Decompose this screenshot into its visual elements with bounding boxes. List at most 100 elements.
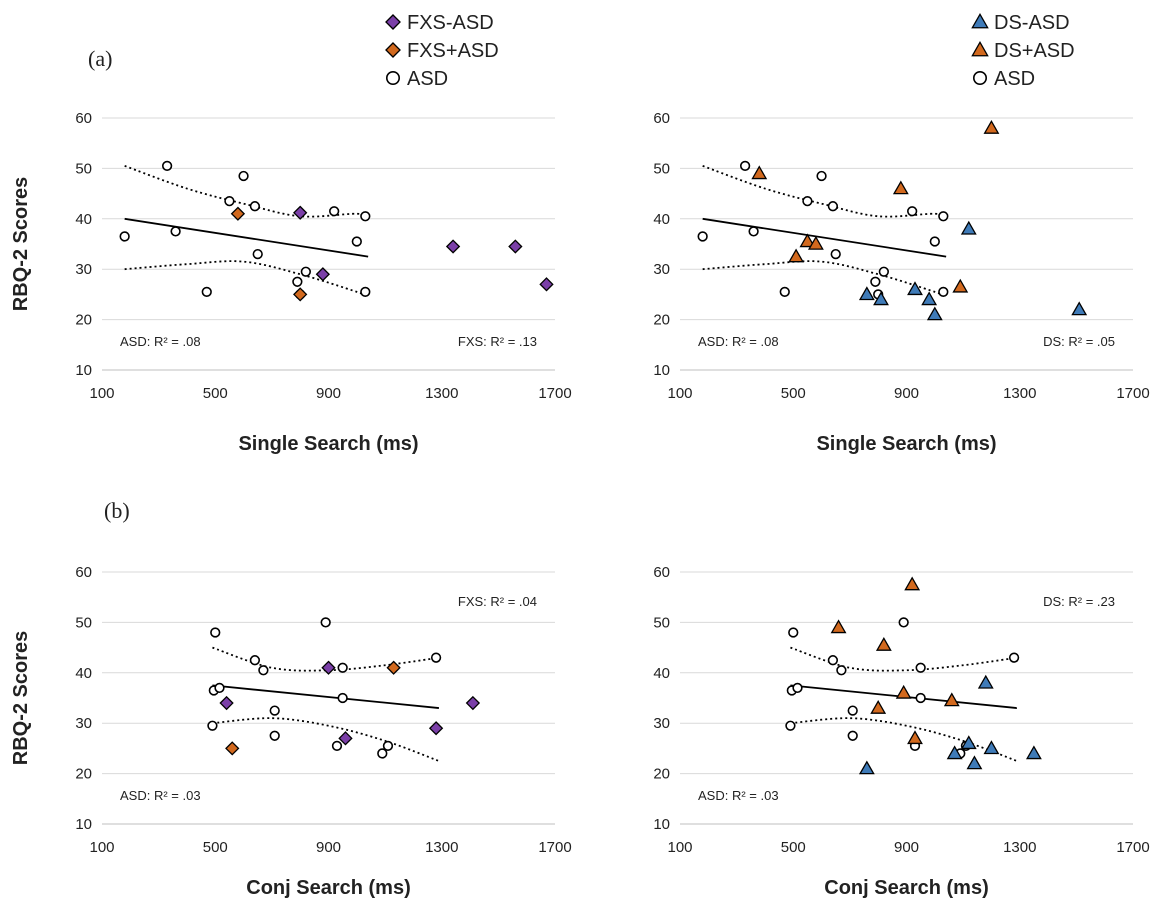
point-asd bbox=[915, 692, 926, 704]
point-ds-asd bbox=[983, 119, 1000, 134]
point-ds-asd bbox=[960, 220, 977, 235]
point-asd bbox=[238, 170, 249, 182]
x-tick-label: 500 bbox=[781, 385, 806, 402]
point-fxs-asd bbox=[428, 721, 444, 736]
r-squared-annotation: ASD: R² = .08 bbox=[698, 334, 779, 349]
x-tick-label: 1300 bbox=[425, 385, 458, 402]
point-asd bbox=[300, 266, 311, 277]
point-asd bbox=[360, 286, 371, 298]
point-ds-asd bbox=[943, 692, 960, 707]
point-ds-asd bbox=[907, 281, 923, 296]
point-ds-asd bbox=[1071, 301, 1088, 316]
x-tick-label: 100 bbox=[667, 385, 692, 402]
point-asd bbox=[847, 705, 858, 716]
point-asd bbox=[816, 170, 827, 182]
x-tick-label: 1700 bbox=[538, 385, 571, 402]
point-fxs-asd bbox=[445, 239, 461, 254]
point-ds-asd bbox=[952, 278, 969, 293]
point-asd bbox=[269, 730, 280, 741]
point-ds-asd bbox=[875, 636, 892, 651]
point-asd bbox=[779, 286, 790, 298]
legend-marker-fxs-asd bbox=[385, 14, 401, 30]
point-asd bbox=[161, 160, 173, 172]
legend-label: DS-ASD bbox=[994, 12, 1070, 34]
r-squared-annotation: FXS: R² = .04 bbox=[458, 594, 537, 609]
point-asd bbox=[351, 236, 362, 247]
point-fxs-asd bbox=[293, 205, 308, 220]
r-squared-annotation: ASD: R² = .03 bbox=[120, 788, 201, 803]
x-tick-label: 500 bbox=[203, 839, 228, 856]
x-tick-label: 1700 bbox=[1116, 385, 1149, 402]
y-tick-label: 40 bbox=[653, 665, 670, 682]
legend-label: ASD bbox=[994, 68, 1035, 90]
legend-label: ASD bbox=[407, 68, 448, 90]
y-tick-label: 30 bbox=[75, 715, 92, 732]
point-asd bbox=[382, 740, 394, 752]
point-ds-asd bbox=[921, 291, 938, 306]
point-ds-asd bbox=[904, 576, 921, 591]
point-ds-asd bbox=[830, 619, 847, 634]
y-tick-label: 50 bbox=[75, 614, 92, 631]
point-asd bbox=[430, 652, 442, 663]
point-asd bbox=[224, 196, 235, 207]
r-squared-annotation: DS: R² = .23 bbox=[1043, 594, 1115, 609]
y-tick-label: 10 bbox=[75, 816, 92, 833]
point-asd bbox=[292, 276, 303, 287]
point-asd bbox=[748, 226, 759, 237]
y-tick-label: 60 bbox=[653, 564, 670, 581]
point-asd bbox=[802, 196, 813, 207]
ci-upper-curve bbox=[124, 165, 369, 220]
x-axis-title: Conj Search (ms) bbox=[246, 877, 410, 899]
point-fxs-asd bbox=[225, 741, 240, 756]
legend-label: FXS+ASD bbox=[407, 40, 499, 62]
point-ds-asd bbox=[873, 291, 889, 306]
ci-lower-curve bbox=[124, 260, 369, 298]
legend-marker-fxs-asd bbox=[385, 42, 401, 58]
point-asd bbox=[938, 211, 949, 222]
x-tick-label: 1300 bbox=[1003, 839, 1036, 856]
point-asd bbox=[847, 730, 858, 741]
y-tick-label: 20 bbox=[75, 312, 92, 329]
y-axis-title: RBQ-2 Scores bbox=[10, 177, 32, 312]
chart-b-fxs: 10 20 30 40 50 60 100 500 900 1300 1700 Conj Search… bbox=[10, 564, 572, 899]
y-tick-label: 50 bbox=[75, 160, 92, 177]
r-squared-annotation: DS: R² = .05 bbox=[1043, 334, 1115, 349]
x-tick-label: 100 bbox=[89, 385, 114, 402]
point-asd bbox=[249, 201, 261, 212]
point-asd bbox=[210, 627, 221, 638]
point-ds-asd bbox=[799, 233, 816, 248]
point-fxs-asd bbox=[465, 695, 481, 711]
y-tick-label: 10 bbox=[653, 816, 670, 833]
point-asd bbox=[119, 231, 130, 242]
point-fxs-asd bbox=[338, 731, 353, 746]
point-ds-asd bbox=[807, 235, 824, 250]
point-ds-asd bbox=[983, 740, 1000, 755]
point-ds-asd bbox=[960, 735, 977, 750]
x-tick-label: 100 bbox=[89, 839, 114, 856]
y-tick-label: 40 bbox=[75, 211, 92, 228]
panel-label-b: (b) bbox=[104, 498, 130, 523]
x-tick-label: 1700 bbox=[538, 839, 571, 856]
point-fxs-asd bbox=[315, 267, 330, 282]
point-asd bbox=[938, 286, 949, 298]
point-ds-asd bbox=[892, 180, 909, 195]
legend-label: FXS-ASD bbox=[407, 12, 494, 34]
point-asd bbox=[170, 226, 181, 237]
r-squared-annotation: ASD: R² = .03 bbox=[698, 788, 779, 803]
point-asd bbox=[337, 692, 348, 704]
y-tick-label: 30 bbox=[75, 261, 92, 278]
point-asd bbox=[915, 662, 926, 673]
point-asd bbox=[329, 206, 340, 217]
point-ds-asd bbox=[870, 699, 887, 714]
point-ds-asd bbox=[751, 165, 768, 180]
y-tick-label: 40 bbox=[653, 211, 670, 228]
x-tick-label: 1700 bbox=[1116, 839, 1149, 856]
point-asd bbox=[878, 266, 889, 277]
x-tick-label: 900 bbox=[894, 839, 919, 856]
legend-marker-asd bbox=[972, 71, 987, 86]
point-asd bbox=[1008, 652, 1020, 663]
y-axis-title: RBQ-2 Scores bbox=[10, 631, 32, 766]
point-ds-asd bbox=[926, 306, 943, 321]
legend-marker-ds-asd bbox=[971, 41, 989, 57]
